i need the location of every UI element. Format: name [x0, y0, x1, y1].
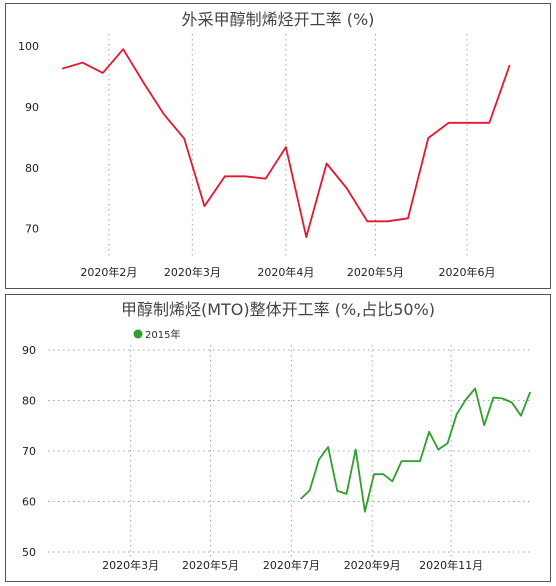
series-line-2015年 [299, 387, 532, 513]
chart-title: 甲醇制烯烃(MTO)整体开工率 (%,占比50%) [121, 300, 435, 319]
x-tick-label: 2020年3月 [164, 265, 221, 279]
x-tick-label: 2020年7月 [263, 558, 320, 572]
legend: 2015年 [133, 328, 180, 341]
x-tick-label: 2020年4月 [257, 265, 314, 279]
y-tick-label: 80 [25, 162, 39, 175]
chart-top: 外采甲醇制烯烃开工率 (%) 100 90 80 70 2020年2月 2020年3月 2… [18, 10, 511, 279]
y-tick-label: 90 [25, 101, 39, 114]
series-line-series-1 [61, 48, 511, 239]
x-tick-label: 2020年5月 [347, 265, 404, 279]
x-tick-label: 2020年9月 [344, 558, 401, 572]
chart-title: 外采甲醇制烯烃开工率 (%) [182, 10, 375, 29]
y-tick-label: 50 [22, 546, 36, 559]
chart-bottom: 甲醇制烯烃(MTO)整体开工率 (%,占比50%) 2015年 90 80 70 60… [22, 300, 532, 572]
x-tick-label: 2020年3月 [102, 558, 159, 572]
x-tick-label: 2020年11月 [419, 558, 483, 572]
legend-marker [133, 329, 143, 339]
x-tick-label: 2020年6月 [438, 265, 495, 279]
y-tick-label: 70 [22, 445, 36, 458]
y-tick-label: 90 [22, 344, 36, 357]
x-tick-label: 2020年2月 [80, 265, 137, 279]
y-tick-label: 70 [25, 223, 39, 236]
y-tick-label: 100 [18, 40, 39, 53]
chart-panel-top: 外采甲醇制烯烃开工率 (%) 100 90 80 70 2020年2月 2020年3月 2… [5, 3, 551, 289]
legend-label: 2015年 [145, 328, 180, 341]
x-tick-label: 2020年5月 [182, 558, 239, 572]
y-tick-label: 80 [22, 395, 36, 408]
y-tick-label: 60 [22, 495, 36, 508]
chart-panel-bottom: 甲醇制烯烃(MTO)整体开工率 (%,占比50%) 2015年 90 80 70 60… [5, 294, 551, 582]
